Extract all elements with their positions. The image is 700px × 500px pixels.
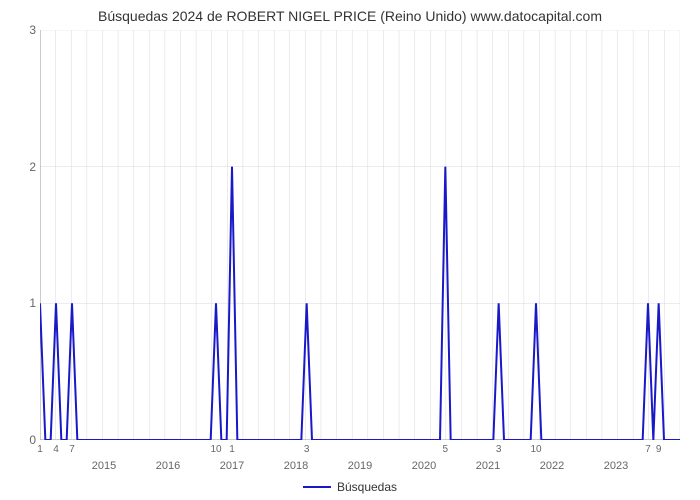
ytick-label: 1 bbox=[29, 296, 36, 310]
xtick-major-label: 2015 bbox=[92, 460, 116, 472]
ytick-label: 2 bbox=[29, 160, 36, 174]
ytick-label: 0 bbox=[29, 433, 36, 447]
legend-swatch bbox=[303, 486, 331, 488]
xtick-major-label: 2021 bbox=[476, 460, 500, 472]
xtick-major-label: 2023 bbox=[604, 460, 628, 472]
xtick-minor-label: 1 bbox=[229, 444, 235, 455]
xtick-minor-label: 7 bbox=[645, 444, 651, 455]
ytick-label: 3 bbox=[29, 23, 36, 37]
xtick-major-label: 2019 bbox=[348, 460, 372, 472]
xtick-major-label: 2020 bbox=[412, 460, 436, 472]
xtick-minor-label: 10 bbox=[530, 444, 541, 455]
xtick-minor-label: 7 bbox=[69, 444, 75, 455]
xtick-major-label: 2017 bbox=[220, 460, 244, 472]
xtick-minor-label: 10 bbox=[210, 444, 221, 455]
xtick-minor-label: 3 bbox=[304, 444, 310, 455]
xtick-major-label: 2022 bbox=[540, 460, 564, 472]
chart-svg bbox=[40, 30, 680, 440]
plot-area bbox=[40, 30, 680, 440]
legend: Búsquedas bbox=[303, 480, 397, 494]
xtick-minor-label: 5 bbox=[443, 444, 449, 455]
xtick-minor-label: 3 bbox=[496, 444, 502, 455]
xtick-major-label: 2016 bbox=[156, 460, 180, 472]
legend-label: Búsquedas bbox=[337, 480, 397, 494]
xtick-minor-label: 4 bbox=[53, 444, 59, 455]
chart-title: Búsquedas 2024 de ROBERT NIGEL PRICE (Re… bbox=[0, 0, 700, 24]
xtick-minor-label: 1 bbox=[37, 444, 43, 455]
xtick-minor-label: 9 bbox=[656, 444, 662, 455]
chart-container: Búsquedas 2024 de ROBERT NIGEL PRICE (Re… bbox=[0, 0, 700, 500]
xtick-major-label: 2018 bbox=[284, 460, 308, 472]
